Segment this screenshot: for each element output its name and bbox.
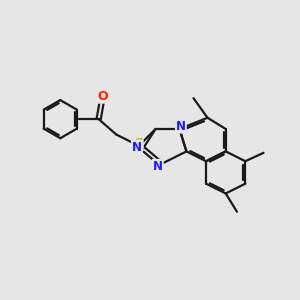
- Text: O: O: [98, 90, 109, 103]
- Text: N: N: [176, 120, 186, 133]
- Text: N: N: [153, 160, 163, 173]
- Text: N: N: [132, 141, 142, 154]
- Text: S: S: [134, 137, 143, 150]
